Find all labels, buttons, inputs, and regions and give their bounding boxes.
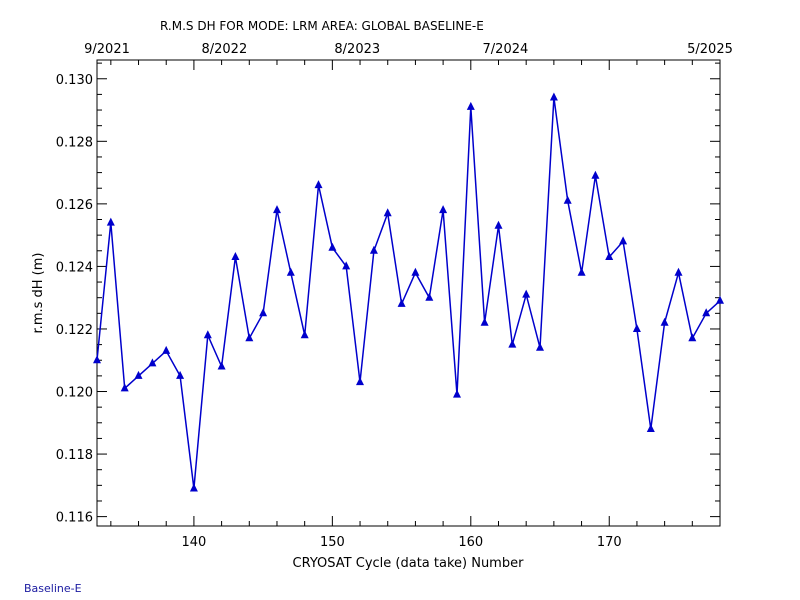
data-point xyxy=(480,317,489,326)
data-point xyxy=(328,242,337,251)
plot-frame xyxy=(96,59,721,527)
x-tick-label: 140 xyxy=(181,535,206,550)
top-date-label: 8/2022 xyxy=(201,42,247,57)
data-point xyxy=(716,295,724,304)
data-point xyxy=(439,205,448,214)
data-point xyxy=(342,261,351,270)
data-point xyxy=(453,389,461,398)
data-point xyxy=(508,339,517,348)
data-point xyxy=(134,370,143,379)
data-point xyxy=(577,267,586,276)
y-tick-label: 0.120 xyxy=(56,386,93,401)
data-point xyxy=(245,333,254,342)
baseline-footer-label: Baseline-E xyxy=(24,582,82,595)
data-point xyxy=(591,170,600,179)
data-point xyxy=(273,205,281,214)
tick-marks xyxy=(97,60,721,526)
data-series xyxy=(93,92,724,492)
data-point xyxy=(120,383,129,392)
data-point xyxy=(660,317,669,326)
data-point xyxy=(674,267,683,276)
data-point xyxy=(605,252,614,260)
y-tick-label: 0.122 xyxy=(56,323,93,338)
data-point xyxy=(466,101,475,110)
y-tick-label: 0.116 xyxy=(56,511,93,526)
data-point xyxy=(522,289,531,298)
data-point xyxy=(300,330,309,339)
data-point xyxy=(106,217,115,226)
x-tick-label: 150 xyxy=(320,535,345,550)
x-axis-label: CRYOSAT Cycle (data take) Number xyxy=(293,556,525,571)
data-point xyxy=(397,298,406,307)
y-tick-label: 0.130 xyxy=(56,73,93,88)
top-date-label: 7/2024 xyxy=(483,42,529,57)
data-point xyxy=(162,345,171,354)
data-point xyxy=(259,308,268,317)
data-point xyxy=(702,308,711,317)
data-point xyxy=(688,333,697,342)
data-point xyxy=(176,370,185,379)
x-tick-label: 170 xyxy=(597,535,622,550)
data-point xyxy=(425,292,434,301)
data-point xyxy=(563,195,572,204)
y-tick-label: 0.126 xyxy=(56,198,93,213)
data-point xyxy=(632,324,641,332)
top-date-label: 5/2025 xyxy=(687,42,733,57)
data-point xyxy=(646,424,655,432)
data-point xyxy=(203,330,212,339)
y-tick-label: 0.118 xyxy=(56,448,93,463)
data-point xyxy=(314,180,323,189)
y-axis-label: r.m.s dH (m) xyxy=(31,253,46,334)
x-tick-label: 160 xyxy=(458,535,483,550)
data-point xyxy=(286,267,295,276)
data-point xyxy=(189,483,198,492)
chart-title: R.M.S DH FOR MODE: LRM AREA: GLOBAL BASE… xyxy=(160,19,484,33)
data-point xyxy=(494,220,503,229)
data-point xyxy=(549,92,558,101)
data-point xyxy=(619,236,628,245)
series-line xyxy=(96,97,721,489)
top-date-label: 8/2023 xyxy=(334,42,380,57)
tick-labels: 140 150 160 170 0.116 0.118 0.120 0.122 0.124 0.1… xyxy=(56,42,733,550)
data-point xyxy=(231,252,240,260)
y-tick-label: 0.124 xyxy=(56,260,93,275)
data-point xyxy=(383,208,392,217)
y-tick-label: 0.128 xyxy=(56,135,93,150)
data-point xyxy=(411,267,420,276)
top-date-label: 9/2021 xyxy=(84,42,130,57)
data-point xyxy=(356,377,364,386)
data-point xyxy=(536,342,544,351)
data-point xyxy=(217,361,226,370)
data-point xyxy=(93,355,101,364)
data-point xyxy=(148,358,157,367)
data-point xyxy=(369,245,378,254)
